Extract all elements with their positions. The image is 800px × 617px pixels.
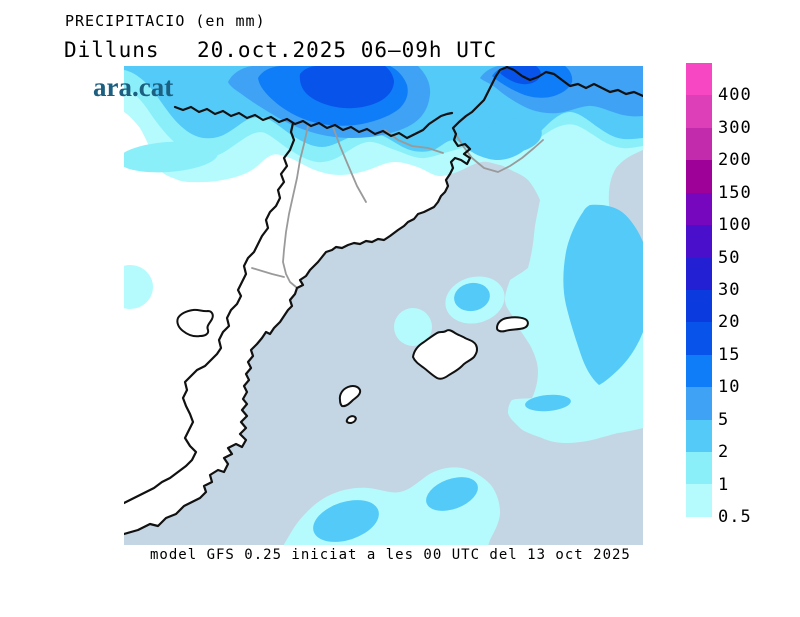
legend-segment <box>686 484 712 517</box>
forecast-day-label: Dilluns <box>64 38 160 62</box>
island-menorca <box>496 316 529 333</box>
provincial-border-girona <box>384 129 444 154</box>
island-formentera <box>345 415 357 424</box>
coastlines-and-borders <box>124 66 643 536</box>
pyrenees-border <box>173 105 454 140</box>
legend-label: 1 <box>718 474 730 495</box>
legend-label: 20 <box>718 312 741 333</box>
precip-blob <box>426 477 478 511</box>
legend-segment <box>686 63 712 96</box>
legend-segment <box>686 127 712 161</box>
legend-label: 5 <box>718 409 730 430</box>
legend-label: 2 <box>718 442 730 463</box>
legend-color-bar <box>686 63 712 517</box>
legend-segment <box>686 289 712 323</box>
provincial-border-south <box>251 267 285 278</box>
precip-blob <box>313 500 379 542</box>
precip-blob <box>299 66 394 109</box>
forecast-datetime-label: 20.oct.2025 06–09h UTC <box>197 38 498 62</box>
provincial-border-france <box>454 132 544 173</box>
exclave-outline <box>176 308 214 338</box>
legend-label: 10 <box>718 377 741 398</box>
model-caption: model GFS 0.25 iniciat a les 00 UTC del … <box>150 547 631 563</box>
ara-cat-logo: ara.cat <box>93 72 174 102</box>
legend-labels: 400 300 200 150 100 50 30 20 15 10 5 2 1 0.5 <box>686 63 796 527</box>
island-ibiza <box>338 385 362 408</box>
western-border <box>124 121 296 505</box>
island-mallorca <box>412 329 479 380</box>
legend-segment <box>686 160 712 193</box>
provincial-border-west <box>282 125 309 288</box>
legend-segment <box>686 419 712 453</box>
legend-segment <box>686 225 712 258</box>
legend-segment <box>686 322 712 355</box>
islands <box>176 308 529 424</box>
legend-label: 100 <box>718 215 752 236</box>
legend-label: 0.5 <box>718 507 752 527</box>
precip-blob <box>124 265 153 309</box>
legend-label: 150 <box>718 182 752 203</box>
provincial-borders <box>251 125 544 288</box>
legend-label: 15 <box>718 344 741 365</box>
coastline <box>124 66 643 536</box>
legend-label: 300 <box>718 117 752 138</box>
precip-blob <box>454 282 490 312</box>
legend-segment <box>686 95 712 128</box>
legend-label: 30 <box>718 280 741 300</box>
precip-blob <box>482 118 542 154</box>
legend-segment <box>686 192 712 226</box>
precip-blob <box>124 66 643 443</box>
sea-fill <box>124 67 643 545</box>
legend-label: 200 <box>718 150 752 171</box>
legend-segment <box>686 452 712 485</box>
legend-segment <box>686 387 712 420</box>
provincial-border-central <box>332 126 367 203</box>
legend-label: 50 <box>718 247 741 268</box>
legend-segment <box>686 354 712 388</box>
legend-label: 400 <box>718 85 752 106</box>
precip-blob <box>394 308 432 346</box>
precip-legend: 400 300 200 150 100 50 30 20 15 10 5 2 1 0.5 <box>686 63 796 527</box>
precip-blob <box>563 204 643 385</box>
legend-segment <box>686 257 712 290</box>
map-title: PRECIPITACIO (en mm) <box>65 12 266 30</box>
map-area <box>124 66 643 545</box>
precip-blob <box>525 394 571 412</box>
